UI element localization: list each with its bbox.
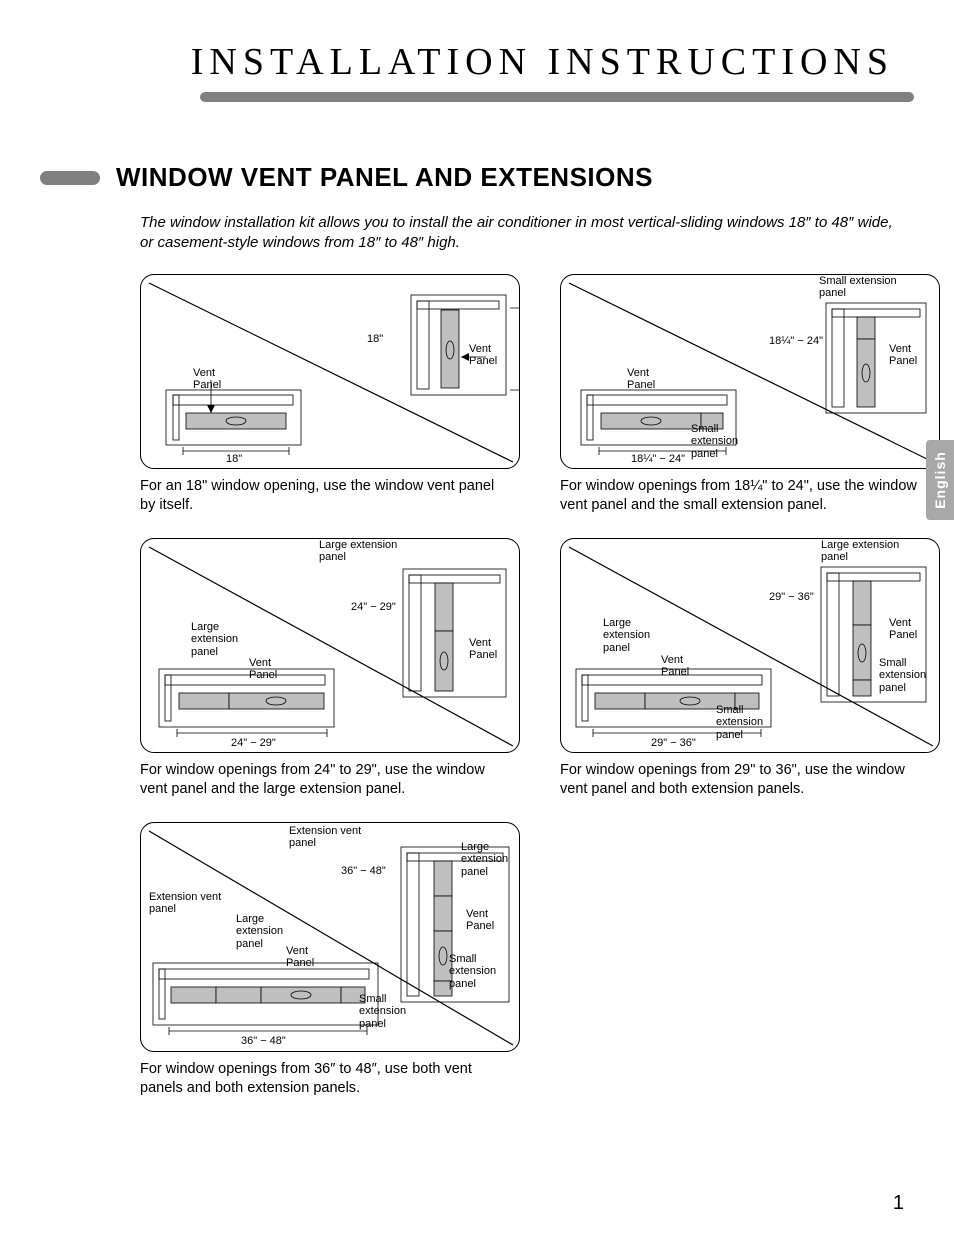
diagram-block-29in: Large extension panel 24" − 29" Vent Pan… xyxy=(140,538,520,800)
label-vent-panel-right: Vent Panel xyxy=(469,637,497,662)
label-vent-panel-left: Vent Panel xyxy=(249,657,277,682)
caption-48in: For window openings from 36″ to 48″, use… xyxy=(140,1060,510,1099)
diagram-29in: Large extension panel 24" − 29" Vent Pan… xyxy=(140,538,520,753)
label-dim-right: 36" − 48" xyxy=(341,865,386,878)
label-vent-panel-left: Vent Panel xyxy=(627,367,655,392)
diagram-36in: Large extension panel 29" − 36" Vent Pan… xyxy=(560,538,940,753)
diagram-48in: Extension vent panel Large extension pan… xyxy=(140,822,520,1052)
label-dim-left: 18" xyxy=(226,453,242,466)
label-large-ext-top: Large extension panel xyxy=(821,539,899,564)
label-dim-left: 24" − 29" xyxy=(231,737,276,750)
label-small-ext-left: Small extension panel xyxy=(359,993,406,1031)
label-dim-right: 18" xyxy=(367,333,383,346)
label-small-ext-left: Small extension panel xyxy=(691,423,738,461)
label-ext-vent-left: Extension vent panel xyxy=(149,891,221,916)
label-vent-panel-right: Vent Panel xyxy=(469,343,497,368)
label-dim-left: 29" − 36" xyxy=(651,737,696,750)
language-tab-label: English xyxy=(932,451,948,509)
label-small-ext-right: Small extension panel xyxy=(449,953,496,991)
label-vent-panel-right: Vent Panel xyxy=(466,908,494,933)
language-tab: English xyxy=(926,440,954,520)
label-vent-panel-left: Vent Panel xyxy=(661,654,689,679)
label-dim-right: 18¼" − 24" xyxy=(769,335,823,348)
title-rule xyxy=(200,92,914,102)
label-large-ext-left: Large extension panel xyxy=(191,621,238,659)
label-vent-panel-right: Vent Panel xyxy=(889,343,917,368)
diagram-block-24in: Small extension panel 18¼" − 24" Vent Pa… xyxy=(560,274,940,516)
label-large-ext-left: Large extension panel xyxy=(236,913,283,951)
page-number: 1 xyxy=(893,1192,904,1215)
label-ext-vent-top: Extension vent panel xyxy=(289,825,361,850)
diagram-block-18in: Vent Panel 18" 18" Vent Panel For an 18"… xyxy=(140,274,520,516)
diagram-24in: Small extension panel 18¼" − 24" Vent Pa… xyxy=(560,274,940,469)
label-dim-right: 24" − 29" xyxy=(351,601,396,614)
label-large-ext-top: Large extension panel xyxy=(461,841,508,879)
intro-paragraph: The window installation kit allows you t… xyxy=(140,213,900,254)
section-bullet xyxy=(40,171,100,185)
label-vent-panel-left: Vent Panel xyxy=(193,367,221,392)
label-vent-panel-left: Vent Panel xyxy=(286,945,314,970)
label-small-ext-right: Small extension panel xyxy=(879,657,926,695)
label-dim-left: 36" − 48" xyxy=(241,1035,286,1048)
label-dim-left: 18¼" − 24" xyxy=(631,453,685,466)
section-title: WINDOW VENT PANEL AND EXTENSIONS xyxy=(116,162,653,193)
diagram-svg xyxy=(561,275,940,469)
diagram-block-36in: Large extension panel 29" − 36" Vent Pan… xyxy=(560,538,940,800)
content-grid: Vent Panel 18" 18" Vent Panel For an 18"… xyxy=(140,274,914,1099)
label-large-ext-top: Large extension panel xyxy=(319,539,397,564)
label-small-ext-left: Small extension panel xyxy=(716,704,763,742)
section-header: WINDOW VENT PANEL AND EXTENSIONS xyxy=(40,162,914,193)
caption-36in: For window openings from 29" to 36", use… xyxy=(560,761,930,800)
label-small-ext-top: Small extension panel xyxy=(819,275,897,300)
label-vent-panel-right: Vent Panel xyxy=(889,617,917,642)
caption-18in: For an 18" window opening, use the windo… xyxy=(140,477,510,516)
caption-29in: For window openings from 24" to 29", use… xyxy=(140,761,510,800)
diagram-block-48in: Extension vent panel Large extension pan… xyxy=(140,822,520,1099)
label-dim-right: 29" − 36" xyxy=(769,591,814,604)
label-large-ext-left: Large extension panel xyxy=(603,617,650,655)
page-title: INSTALLATION INSTRUCTIONS xyxy=(40,40,894,84)
caption-24in: For window openings from 18¼" to 24", us… xyxy=(560,477,930,516)
diagram-18in: Vent Panel 18" 18" Vent Panel xyxy=(140,274,520,469)
